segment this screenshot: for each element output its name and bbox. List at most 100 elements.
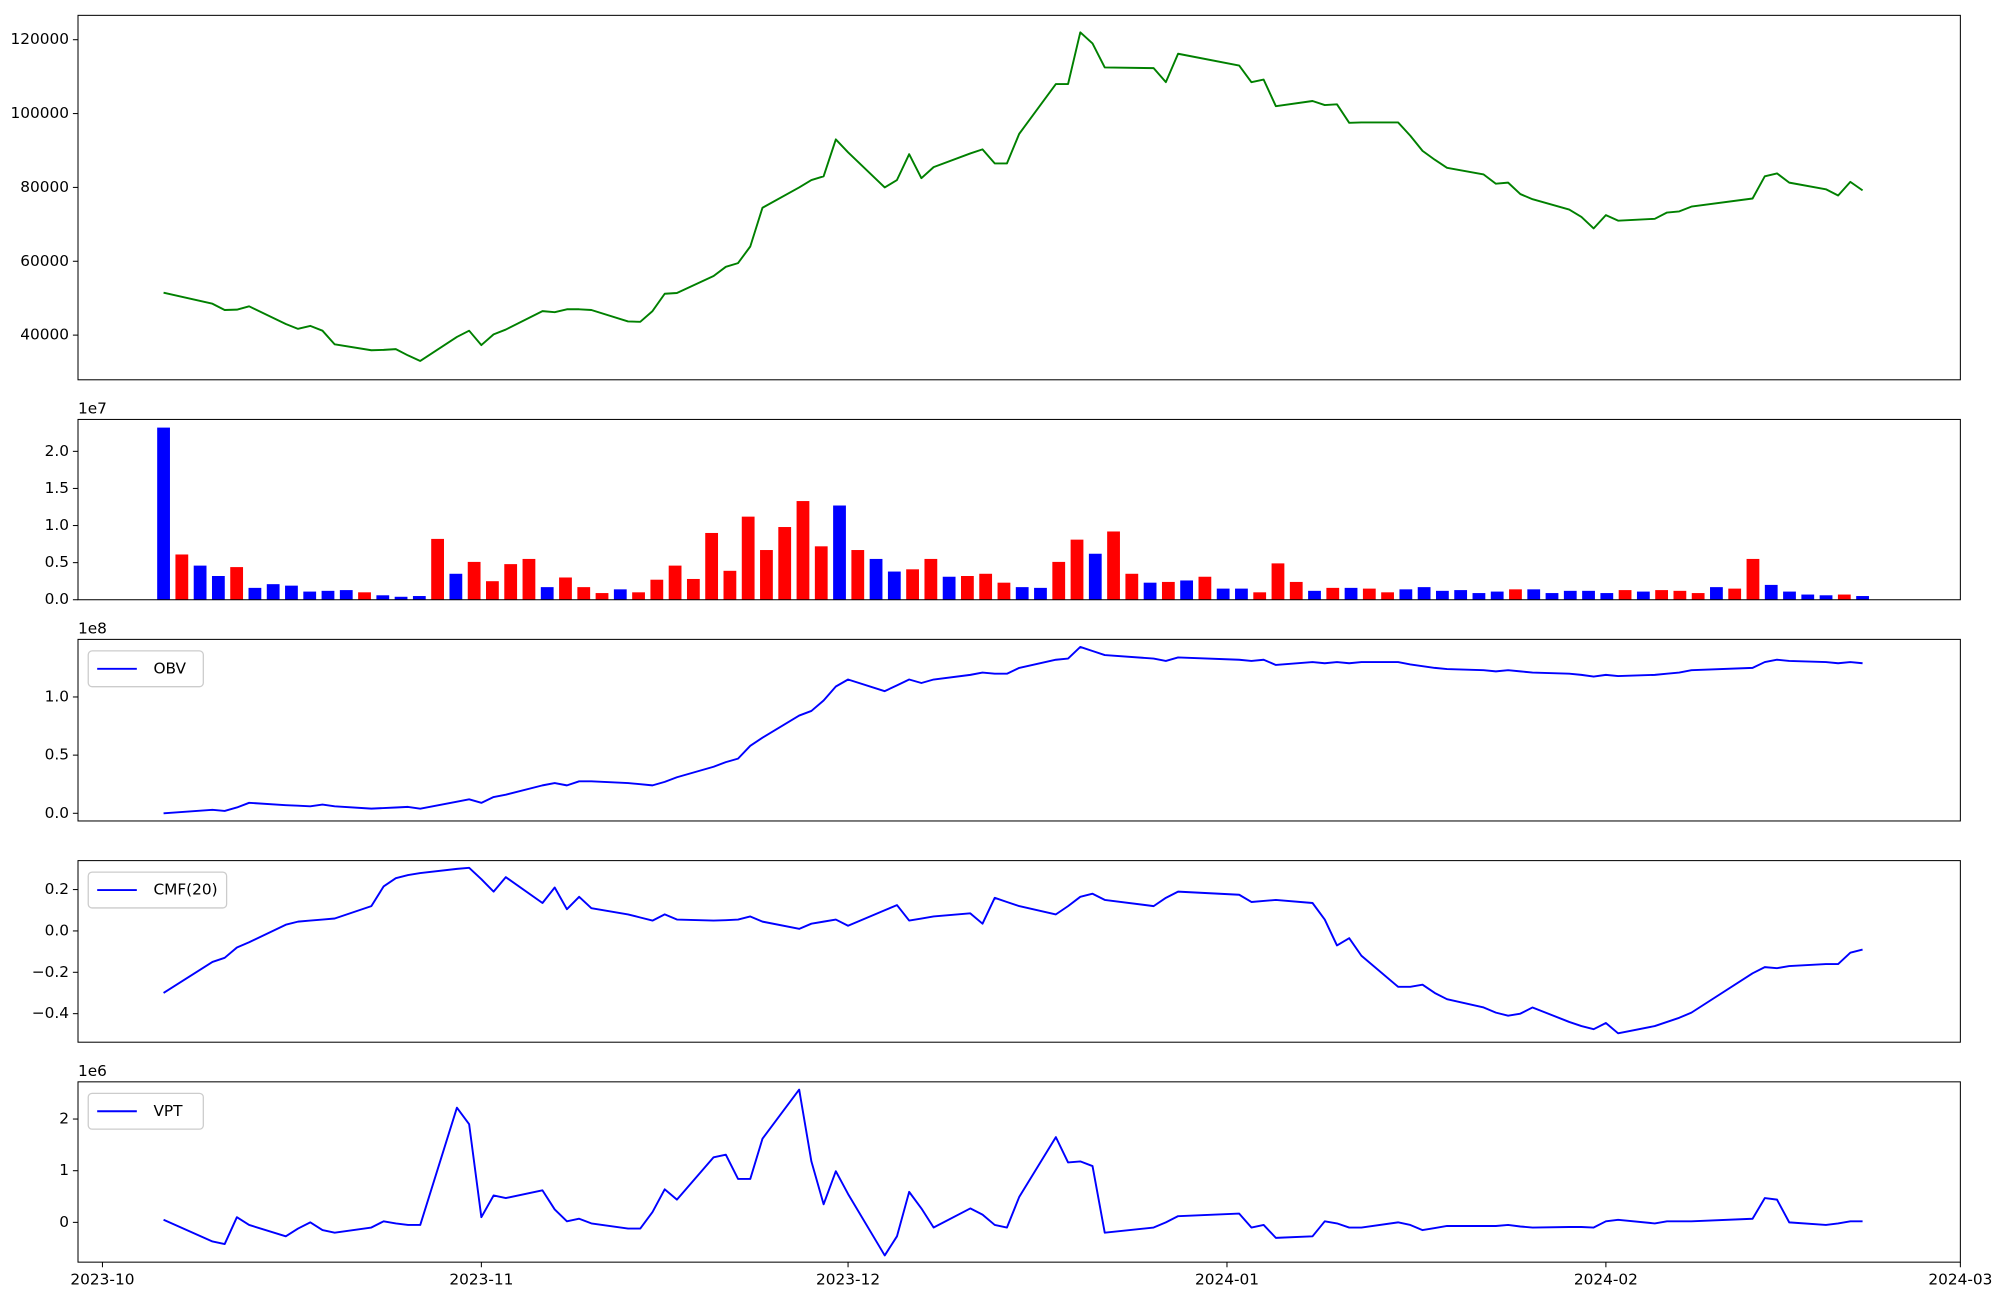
bar [961, 576, 974, 600]
bar [1673, 590, 1687, 600]
y-tick-label: 40000 [20, 326, 69, 344]
y-tick-label: 0.5 [45, 746, 69, 764]
y-tick-label: 1 [59, 1161, 69, 1179]
legend-label: CMF(20) [153, 881, 217, 899]
bar [1417, 587, 1431, 600]
bar [1454, 590, 1468, 600]
y-tick-label: 0 [59, 1213, 69, 1231]
axes-frame [77, 1081, 1961, 1263]
y-tick-label: 1.5 [45, 479, 69, 497]
bar [869, 558, 883, 600]
bar [1289, 581, 1303, 600]
axes-frame [77, 418, 1961, 601]
bar [1271, 563, 1285, 600]
y-tick-label: 100000 [11, 104, 70, 122]
y-tick-label: 60000 [20, 252, 69, 270]
bar [577, 587, 591, 600]
bar [1636, 591, 1650, 600]
y-tick-label: 80000 [20, 178, 69, 196]
bar [760, 550, 773, 600]
bar [1600, 593, 1614, 600]
bar [431, 538, 444, 600]
y-tick-label: 1.0 [45, 687, 69, 705]
legend-box [87, 650, 204, 688]
bar [1728, 588, 1742, 600]
bar [851, 550, 865, 600]
axis-offset: 1e7 [78, 400, 107, 418]
bar [632, 592, 645, 600]
bar [1618, 590, 1632, 600]
axes-frame [77, 860, 1961, 1043]
bar [1837, 594, 1851, 600]
bar [1856, 596, 1869, 600]
bar [705, 532, 719, 600]
bar [1326, 587, 1340, 600]
legend-box [87, 1092, 204, 1130]
bar [1034, 587, 1047, 600]
bar [193, 565, 207, 600]
line [163, 645, 1863, 815]
bar [1216, 588, 1230, 600]
bar [778, 527, 792, 600]
bar [1161, 581, 1175, 600]
y-tick-label: 0.0 [45, 921, 69, 939]
bar [412, 596, 426, 600]
bar [686, 578, 700, 600]
bar [1344, 587, 1358, 600]
bar [321, 590, 335, 600]
bar [157, 427, 170, 600]
bar [522, 558, 536, 600]
x-tick-label: 2023-11 [449, 1271, 513, 1289]
x-tick-label: 2023-12 [816, 1271, 880, 1289]
bar [1052, 561, 1066, 600]
y-tick-label: −0.2 [32, 963, 69, 981]
axes-frame [77, 638, 1961, 822]
bar [833, 505, 846, 600]
axis-offset: 1e8 [78, 620, 107, 638]
bar [1783, 591, 1796, 600]
bar [796, 501, 810, 600]
y-tick-label: 0.5 [45, 553, 69, 571]
axes-frame [77, 14, 1961, 381]
bar [339, 590, 353, 600]
bar [1582, 590, 1595, 600]
y-tick-label: 1.0 [45, 516, 69, 534]
line [163, 866, 1863, 1035]
y-tick-label: 2 [59, 1110, 69, 1128]
bar [1545, 593, 1559, 600]
axis-offset: 1e6 [78, 1062, 107, 1080]
bar [1107, 531, 1120, 600]
bar [1691, 593, 1705, 600]
bar [1527, 589, 1541, 600]
y-tick-label: 0.0 [45, 590, 69, 608]
bar [723, 570, 737, 600]
bar [1801, 594, 1815, 600]
bar [1746, 558, 1760, 600]
bar [668, 565, 682, 600]
bar [1308, 590, 1321, 600]
bar [230, 567, 244, 600]
y-tick-label: −0.4 [32, 1004, 69, 1022]
bar [613, 589, 627, 600]
y-tick-label: 120000 [11, 30, 70, 48]
bar [175, 554, 189, 600]
bar [1563, 590, 1577, 600]
bar [1088, 553, 1102, 600]
legend-label: VPT [153, 1102, 183, 1120]
bar [248, 587, 262, 600]
bar [942, 576, 956, 600]
bar [559, 577, 572, 600]
bar [1819, 595, 1833, 600]
bar [906, 569, 919, 600]
bar [358, 592, 371, 600]
bar [1180, 580, 1194, 600]
bar [1070, 539, 1084, 600]
x-tick-label: 2024-01 [1195, 1271, 1259, 1289]
bar [997, 582, 1011, 600]
bar [924, 558, 938, 600]
bar [650, 579, 664, 600]
legend-label: OBV [153, 659, 186, 677]
line [163, 1088, 1863, 1257]
